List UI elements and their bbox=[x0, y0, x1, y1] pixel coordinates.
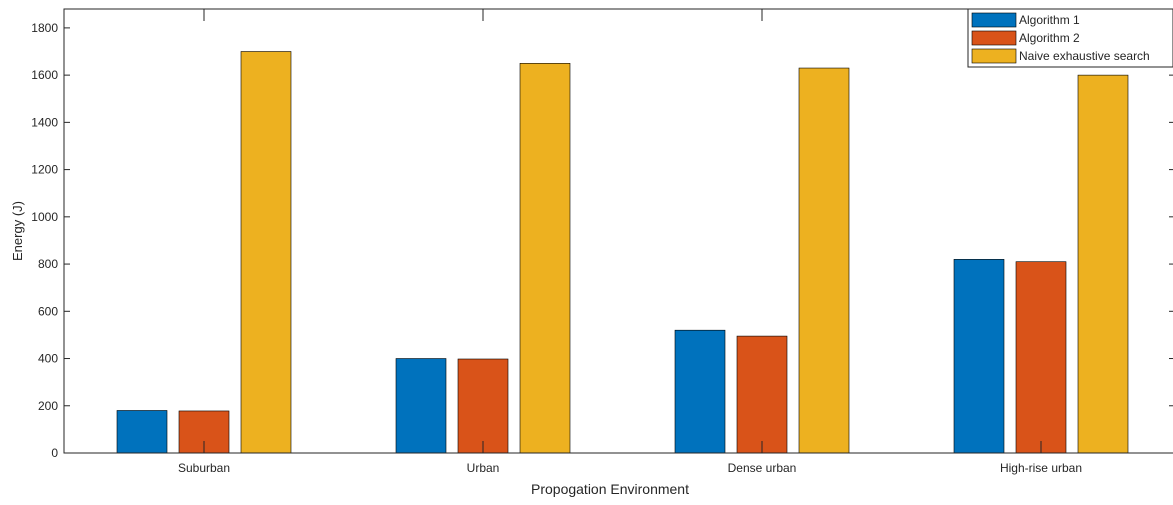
legend-label-2: Algorithm 2 bbox=[1019, 31, 1080, 45]
legend-label-1: Algorithm 1 bbox=[1019, 13, 1080, 27]
y-tick-label: 1200 bbox=[31, 163, 58, 177]
bar-1-3 bbox=[674, 329, 726, 454]
bar-3-2 bbox=[519, 63, 571, 454]
legend-swatch-3 bbox=[971, 48, 1017, 64]
y-tick-label: 800 bbox=[38, 257, 58, 271]
legend[interactable]: Algorithm 1 Algorithm 2 Naive exhaustive s… bbox=[967, 8, 1173, 68]
y-axis-label: Energy (J) bbox=[10, 201, 25, 261]
legend-swatch-1 bbox=[971, 12, 1017, 28]
bar-3-1 bbox=[240, 51, 292, 454]
legend-label-3: Naive exhaustive search bbox=[1019, 49, 1150, 63]
bar-1-2 bbox=[395, 358, 447, 454]
bars-layer bbox=[116, 51, 1129, 454]
x-axis: Suburban Urban Dense urban High-rise urban bbox=[178, 9, 1082, 475]
bar-3-4 bbox=[1077, 74, 1129, 454]
y-tick-label: 1400 bbox=[31, 115, 58, 129]
x-axis-label: Propogation Environment bbox=[531, 481, 689, 497]
y-tick-label: 200 bbox=[38, 399, 58, 413]
x-tick-label: Urban bbox=[467, 461, 500, 475]
y-axis: 0 200 400 600 800 1000 1200 1400 1600 1800 bbox=[31, 21, 1173, 460]
x-tick-label: High-rise urban bbox=[1000, 461, 1082, 475]
y-tick-label: 600 bbox=[38, 304, 58, 318]
x-tick-label: Dense urban bbox=[728, 461, 797, 475]
legend-swatch-2 bbox=[971, 30, 1017, 46]
bar-3-3 bbox=[798, 67, 850, 454]
x-tick-label: Suburban bbox=[178, 461, 230, 475]
bar-2-2 bbox=[457, 358, 509, 454]
bar-2-3 bbox=[736, 335, 788, 454]
plot-frame bbox=[63, 8, 1173, 454]
y-tick-label: 1000 bbox=[31, 210, 58, 224]
bar-2-4 bbox=[1015, 261, 1067, 454]
y-tick-label: 0 bbox=[51, 446, 58, 460]
y-tick-label: 1800 bbox=[31, 21, 58, 35]
bar-1-1 bbox=[116, 410, 168, 454]
bar-1-4 bbox=[953, 259, 1005, 454]
y-tick-label: 400 bbox=[38, 352, 58, 366]
y-tick-label: 1600 bbox=[31, 68, 58, 82]
